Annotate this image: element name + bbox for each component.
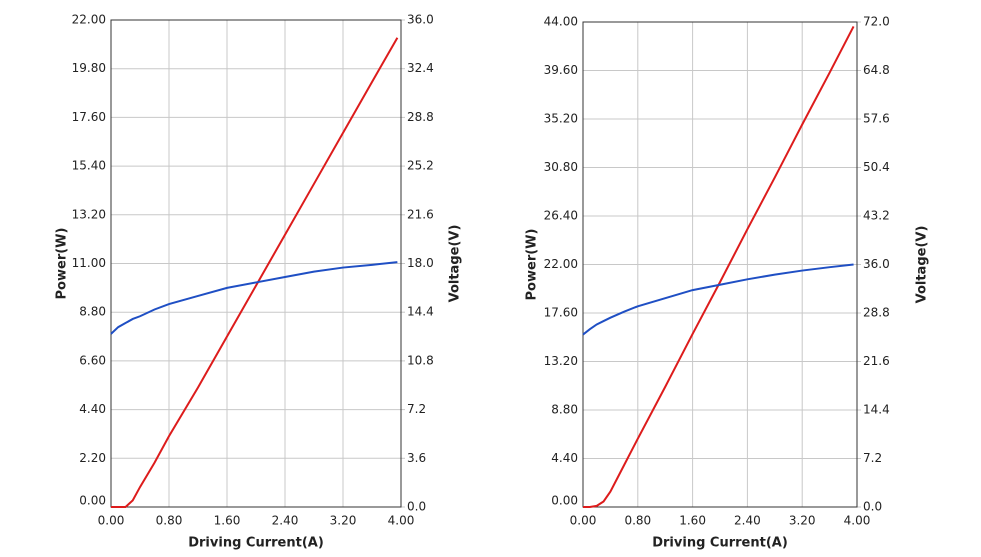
y2-tick-label: 50.4: [863, 160, 890, 174]
y2-tick-label: 43.2: [863, 209, 890, 223]
y-tick-label: 35.20: [544, 112, 578, 126]
x-tick-label: 4.00: [844, 514, 871, 528]
y-tick-label: 22.00: [544, 257, 578, 271]
x-tick-label: 3.20: [789, 514, 816, 528]
y2-tick-label: 14.4: [863, 403, 890, 417]
x-tick-label: 2.40: [734, 514, 761, 528]
y-tick-label: 44.00: [544, 15, 578, 29]
y-axis-title: Power(W): [55, 228, 70, 300]
data-line: [582, 263, 854, 336]
y2-tick-label: 21.6: [407, 207, 434, 221]
y-tick-label: 0.00: [551, 494, 578, 508]
data-line: [583, 25, 855, 508]
y-tick-label: 8.80: [551, 403, 578, 417]
y2-tick-label: 18.0: [407, 256, 434, 270]
y2-tick-label: 25.2: [407, 159, 434, 173]
x-tick-label: 4.00: [388, 514, 415, 528]
y-tick-label: 26.40: [544, 209, 578, 223]
y2-tick-label: 21.6: [863, 354, 890, 368]
data-line: [111, 37, 399, 508]
x-tick-label: 2.40: [272, 514, 299, 528]
plot-frame: [582, 21, 858, 508]
y2-tick-label: 72.0: [863, 15, 890, 29]
y-tick-label: 2.20: [79, 451, 106, 465]
y-tick-label: 15.40: [72, 159, 106, 173]
y2-tick-label: 28.8: [407, 110, 434, 124]
y-tick-label: 22.00: [72, 13, 106, 27]
y2-tick-label: 3.6: [407, 451, 426, 465]
y-tick-label: 11.00: [72, 256, 106, 270]
y-tick-label: 4.40: [79, 402, 106, 416]
y-tick-label: 30.80: [544, 160, 578, 174]
x-tick-label: 0.00: [98, 514, 125, 528]
x-axis-title: Driving Current(A): [652, 536, 788, 551]
y2-tick-label: 57.6: [863, 112, 890, 126]
plot-frame: [110, 19, 402, 508]
y2-tick-label: 7.2: [863, 451, 882, 465]
y2-tick-label: 14.4: [407, 305, 434, 319]
y2-axis-title: Voltage(V): [448, 225, 463, 303]
y2-tick-label: 0.0: [863, 500, 882, 514]
y2-axis-title: Voltage(V): [915, 226, 930, 304]
y-tick-label: 13.20: [544, 354, 578, 368]
y-tick-label: 6.60: [79, 353, 106, 367]
y2-tick-label: 28.8: [863, 306, 890, 320]
y2-tick-label: 36.0: [407, 13, 434, 27]
y-axis-title: Power(W): [525, 229, 540, 301]
y-tick-label: 8.80: [79, 305, 106, 319]
x-tick-label: 1.60: [214, 514, 241, 528]
y2-tick-label: 7.2: [407, 402, 426, 416]
y-tick-label: 0.00: [79, 494, 106, 508]
y2-tick-label: 10.8: [407, 353, 434, 367]
x-tick-label: 1.60: [679, 514, 706, 528]
y2-tick-label: 64.8: [863, 63, 890, 77]
x-tick-label: 0.80: [156, 514, 183, 528]
y2-tick-label: 0.0: [407, 500, 426, 514]
y-tick-label: 13.20: [72, 207, 106, 221]
y-tick-label: 4.40: [551, 451, 578, 465]
x-tick-label: 3.20: [330, 514, 357, 528]
x-tick-label: 0.00: [570, 514, 597, 528]
y2-tick-label: 36.0: [863, 257, 890, 271]
y-tick-label: 17.60: [544, 306, 578, 320]
y-tick-label: 17.60: [72, 110, 106, 124]
y-tick-label: 19.80: [72, 61, 106, 75]
y-tick-label: 39.60: [544, 63, 578, 77]
x-axis-title: Driving Current(A): [188, 536, 324, 551]
x-tick-label: 0.80: [624, 514, 651, 528]
data-line: [110, 261, 398, 335]
y2-tick-label: 32.4: [407, 61, 434, 75]
